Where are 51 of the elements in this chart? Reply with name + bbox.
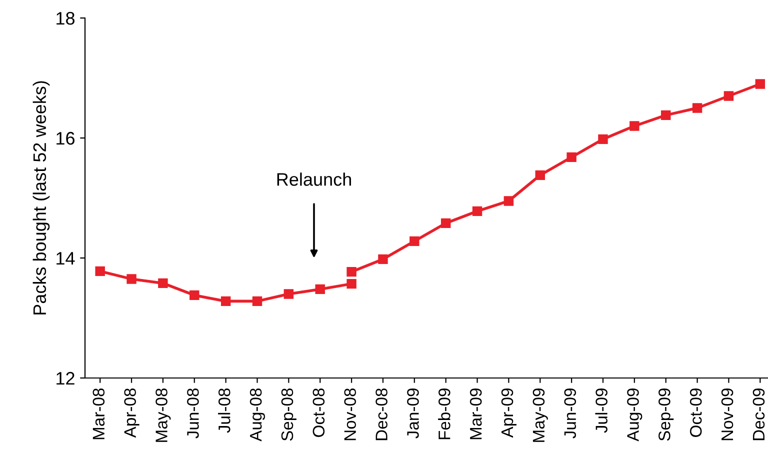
annotation: Relaunch — [277, 172, 351, 186]
point — [190, 290, 200, 300]
point — [692, 103, 702, 113]
y-tick-label: 18 — [56, 12, 74, 25]
point — [472, 206, 482, 216]
x-tick-label: Sep-08 — [281, 388, 296, 441]
point — [346, 278, 356, 289]
y-axis-title: Packs bought (last 52 weeks) — [32, 81, 50, 314]
point — [126, 274, 136, 284]
point — [95, 266, 105, 276]
x-tick-label: May-08 — [156, 388, 171, 442]
x-tick-label: Nov-09 — [721, 388, 734, 440]
x-tick-label: Jul-08 — [218, 388, 230, 433]
point — [440, 218, 451, 228]
x-tick-label: Dec-09 — [752, 388, 765, 440]
y-tick-label: 12 — [56, 372, 74, 385]
x-tick-label: Sep-09 — [658, 388, 674, 441]
point — [755, 79, 766, 89]
x-tick-label: Mar-08 — [92, 388, 105, 440]
point — [598, 134, 608, 144]
point — [220, 296, 231, 306]
point — [724, 91, 734, 101]
point — [252, 296, 262, 306]
x-tick-label: Apr-08 — [124, 388, 140, 438]
point — [346, 266, 356, 277]
x-tick-label: Dec-08 — [376, 388, 388, 440]
point — [284, 289, 294, 299]
point — [660, 110, 671, 120]
point — [630, 121, 640, 131]
point — [378, 254, 388, 264]
x-tick-label: Oct-08 — [312, 388, 325, 437]
x-tick-label: Aug-08 — [250, 388, 266, 442]
y-tick-label: 14 — [56, 252, 75, 265]
point — [410, 236, 420, 246]
point — [566, 152, 576, 162]
x-tick-label: Jan-09 — [407, 388, 419, 438]
x-tick-label: Mar-09 — [470, 388, 482, 440]
y-tick-label: 16 — [56, 132, 74, 145]
point — [504, 196, 514, 206]
x-tick-label: Jun-08 — [187, 388, 199, 438]
x-tick-label: Aug-09 — [627, 388, 642, 442]
point — [158, 278, 168, 288]
x-tick-label: Apr-09 — [501, 388, 516, 438]
x-tick-label: Nov-08 — [344, 388, 356, 440]
x-tick-label: Jul-09 — [595, 388, 608, 433]
point — [535, 170, 545, 180]
x-tick-label: Jun-09 — [564, 388, 576, 438]
x-tick-label: May-09 — [532, 388, 548, 442]
point — [315, 284, 325, 294]
x-tick-label: Oct-09 — [690, 388, 702, 437]
x-tick-label: Feb-09 — [438, 388, 450, 440]
